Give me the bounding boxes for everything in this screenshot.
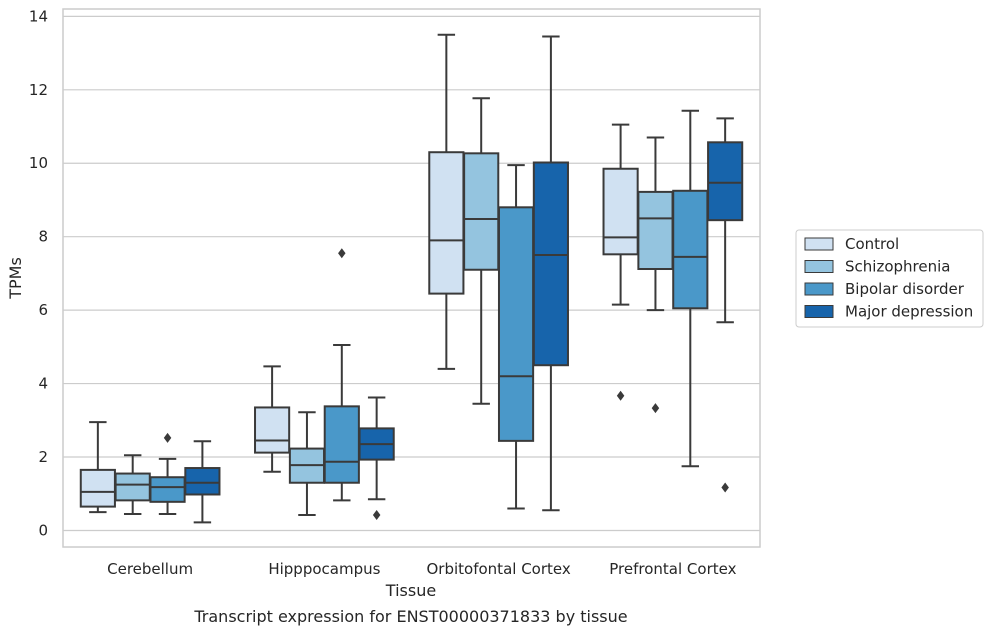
legend-label: Major depression [845,303,973,321]
y-tick-label: 2 [38,448,48,466]
y-tick-label: 12 [29,81,48,99]
y-tick-label: 0 [38,521,48,539]
box-3-0 [602,123,639,401]
iqr-box [323,405,360,484]
box-1-2 [323,248,360,502]
box-3-3 [707,117,744,493]
box-3-1 [637,136,674,414]
box-plot-series [79,33,744,524]
chart-caption: Transcript expression for ENST0000037183… [193,607,627,626]
legend-swatch [804,237,834,251]
box-1-3 [358,396,395,521]
outlier-point [372,510,381,521]
x-tick-label: Cerebellum [107,560,193,578]
y-tick-label: 8 [38,228,48,246]
iqr-box [184,467,221,496]
legend-swatch [804,260,834,273]
iqr-box [637,190,674,271]
y-tick-label: 10 [29,154,48,172]
x-tick-label: Hipppocampus [268,560,380,578]
box-1-0 [254,365,291,473]
iqr-box [707,141,744,222]
box-2-1 [463,97,500,405]
x-axis-label: Tissue [385,581,436,600]
legend-label: Control [845,235,899,253]
box-0-3 [184,440,221,524]
legend: Control Schizophrenia Bipolar disorder Majo… [795,229,984,328]
box-2-2 [497,164,535,510]
y-axis-label: TPMs [6,257,25,300]
box-0-1 [114,454,151,515]
iqr-box [672,189,709,310]
box-3-2 [672,109,709,468]
x-axis-ticks: Cerebellum Hipppocampus Orbitofontal Corte… [107,560,736,578]
legend-frame [795,229,984,328]
x-tick-label: Orbitofontal Cortex [427,560,571,578]
y-tick-label: 6 [38,301,48,319]
y-axis-ticks: 0 2 4 6 8 10 12 14 [29,7,48,539]
box-0-2 [149,432,186,515]
box-1-1 [288,411,326,517]
iqr-box [463,152,500,271]
box-2-0 [428,33,465,370]
plot-frame [62,8,761,548]
legend-swatch [804,305,834,318]
iqr-box [79,468,116,508]
iqr-box [497,206,535,442]
box-2-3 [532,35,569,512]
outlier-point [163,432,172,443]
iqr-box [602,167,639,256]
y-tick-label: 14 [29,7,48,25]
iqr-box [149,476,186,503]
legend-label: Bipolar disorder [845,280,965,298]
iqr-box [114,472,151,502]
outlier-point [721,482,729,493]
x-tick-label: Prefrontal Cortex [609,560,736,578]
box-0-0 [79,421,116,514]
y-tick-label: 4 [38,375,48,393]
outlier-point [616,390,625,401]
outlier-point [338,248,346,259]
iqr-box [254,406,291,454]
iqr-box [428,151,465,295]
iqr-box [532,161,569,367]
legend-swatch [804,282,834,296]
outlier-point [651,403,660,414]
gridlines [63,15,760,532]
legend-label: Schizophrenia [845,258,950,276]
